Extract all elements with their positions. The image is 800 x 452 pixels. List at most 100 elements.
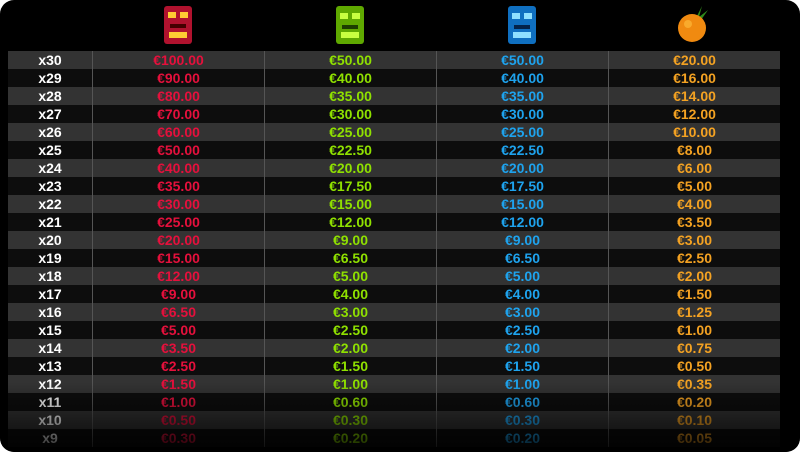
payout-value: €0.60: [264, 393, 436, 411]
paytable-row: x29 €90.00 €40.00 €40.00 €16.00: [8, 69, 780, 87]
multiplier-label: x16: [38, 304, 62, 320]
payout-value: €1.00: [92, 393, 264, 411]
payout-value: €50.00: [264, 51, 436, 69]
multiplier-label: x29: [38, 70, 62, 86]
payout-value: €1.00: [608, 321, 780, 339]
payout-value: €20.00: [92, 231, 264, 249]
multiplier-label: x12: [38, 376, 62, 392]
payout-value: €0.20: [436, 429, 608, 447]
paytable-row: x18 €12.00 €5.00 €5.00 €2.00: [8, 267, 780, 285]
paytable-row: x17 €9.00 €4.00 €4.00 €1.50: [8, 285, 780, 303]
payout-value: €1.50: [264, 357, 436, 375]
payout-value: €0.20: [264, 429, 436, 447]
payout-value: €6.00: [608, 159, 780, 177]
paytable-row: x13 €2.50 €1.50 €1.50 €0.50: [8, 357, 780, 375]
payout-value: €4.00: [436, 285, 608, 303]
payout-value: €0.35: [608, 375, 780, 393]
payout-value: €4.00: [264, 285, 436, 303]
payout-value: €15.00: [436, 195, 608, 213]
multiplier-label: x30: [38, 52, 62, 68]
payout-value: €0.50: [608, 357, 780, 375]
paytable-row: x24 €40.00 €20.00 €20.00 €6.00: [8, 159, 780, 177]
payout-value: €15.00: [92, 249, 264, 267]
payout-value: €6.50: [92, 303, 264, 321]
paytable-row: x14 €3.50 €2.00 €2.00 €0.75: [8, 339, 780, 357]
payout-value: €0.50: [92, 411, 264, 429]
payout-value: €0.60: [436, 393, 608, 411]
payout-value: €2.00: [436, 339, 608, 357]
payout-value: €60.00: [92, 123, 264, 141]
payout-value: €40.00: [264, 69, 436, 87]
multiplier-label: x22: [38, 196, 62, 212]
payout-value: €0.30: [92, 429, 264, 447]
payout-value: €15.00: [264, 195, 436, 213]
payout-value: €12.00: [264, 213, 436, 231]
payout-value: €1.50: [92, 375, 264, 393]
paytable-row: x28 €80.00 €35.00 €35.00 €14.00: [8, 87, 780, 105]
payout-value: €17.50: [436, 177, 608, 195]
multiplier-label: x20: [38, 232, 62, 248]
payout-value: €5.00: [92, 321, 264, 339]
green-tiki-icon: [336, 6, 364, 44]
payout-value: €12.00: [608, 105, 780, 123]
paytable-row: x15 €5.00 €2.50 €2.50 €1.00: [8, 321, 780, 339]
payout-value: €20.00: [608, 51, 780, 69]
payout-value: €0.05: [608, 429, 780, 447]
payout-value: €35.00: [264, 87, 436, 105]
paytable-row: x11 €1.00 €0.60 €0.60 €0.20: [8, 393, 780, 411]
multiplier-label: x19: [38, 250, 62, 266]
payout-value: €0.20: [608, 393, 780, 411]
payout-value: €5.00: [608, 177, 780, 195]
payout-value: €40.00: [436, 69, 608, 87]
paytable: x30 €100.00 €50.00 €50.00 €20.00 x29 €90.00 €40…: [8, 51, 780, 447]
multiplier-label: x23: [38, 178, 62, 194]
payout-value: €25.00: [264, 123, 436, 141]
payout-value: €1.00: [264, 375, 436, 393]
multiplier-label: x27: [38, 106, 62, 122]
payout-value: €3.00: [436, 303, 608, 321]
payout-value: €1.50: [436, 357, 608, 375]
paytable-row: x10 €0.50 €0.30 €0.30 €0.10: [8, 411, 780, 429]
paytable-row: x26 €60.00 €25.00 €25.00 €10.00: [8, 123, 780, 141]
payout-value: €3.50: [608, 213, 780, 231]
payout-value: €2.50: [608, 249, 780, 267]
payout-value: €2.00: [608, 267, 780, 285]
payout-value: €12.00: [436, 213, 608, 231]
paytable-row: x19 €15.00 €6.50 €6.50 €2.50: [8, 249, 780, 267]
payout-value: €35.00: [92, 177, 264, 195]
payout-value: €4.00: [608, 195, 780, 213]
payout-value: €0.30: [436, 411, 608, 429]
multiplier-label: x17: [38, 286, 62, 302]
multiplier-label: x28: [38, 88, 62, 104]
payout-value: €10.00: [608, 123, 780, 141]
paytable-row: x21 €25.00 €12.00 €12.00 €3.50: [8, 213, 780, 231]
payout-value: €35.00: [436, 87, 608, 105]
payout-value: €50.00: [436, 51, 608, 69]
payout-value: €6.50: [436, 249, 608, 267]
multiplier-label: x24: [38, 160, 62, 176]
multiplier-label: x25: [38, 142, 62, 158]
multiplier-label: x11: [38, 394, 62, 410]
multiplier-label: x21: [38, 214, 62, 230]
payout-value: €17.50: [264, 177, 436, 195]
paytable-row: x20 €20.00 €9.00 €9.00 €3.00: [8, 231, 780, 249]
payout-value: €6.50: [264, 249, 436, 267]
payout-value: €3.50: [92, 339, 264, 357]
payout-value: €30.00: [436, 105, 608, 123]
payout-value: €22.50: [264, 141, 436, 159]
red-tiki-icon: [164, 6, 192, 44]
multiplier-label: x9: [42, 430, 58, 446]
payout-value: €50.00: [92, 141, 264, 159]
multiplier-label: x10: [38, 412, 62, 428]
payout-value: €3.00: [608, 231, 780, 249]
payout-value: €5.00: [264, 267, 436, 285]
payout-value: €20.00: [264, 159, 436, 177]
paytable-row: x9 €0.30 €0.20 €0.20 €0.05: [8, 429, 780, 447]
multiplier-label: x15: [38, 322, 62, 338]
payout-value: €25.00: [436, 123, 608, 141]
multiplier-label: x13: [38, 358, 62, 374]
payout-value: €1.25: [608, 303, 780, 321]
payout-value: €5.00: [436, 267, 608, 285]
multiplier-label: x14: [38, 340, 62, 356]
